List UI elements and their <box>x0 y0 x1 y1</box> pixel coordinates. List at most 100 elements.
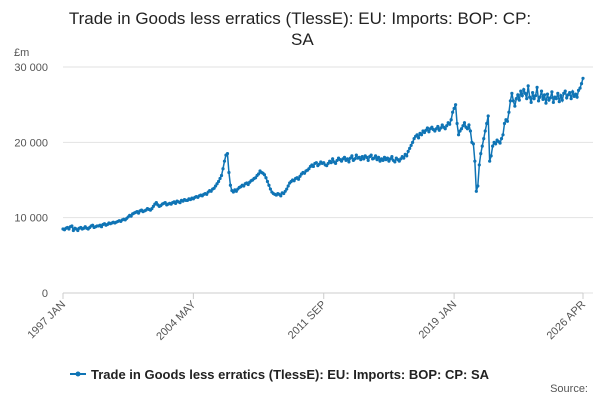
data-point <box>314 161 318 165</box>
data-point <box>246 182 250 187</box>
data-point <box>505 119 510 123</box>
data-point <box>516 93 520 97</box>
data-point <box>264 176 268 180</box>
data-point <box>253 176 258 180</box>
data-point <box>437 128 441 132</box>
data-point <box>477 163 481 167</box>
data-point <box>550 90 554 94</box>
data-point <box>360 155 364 159</box>
data-point <box>571 90 575 94</box>
data-point <box>369 153 373 157</box>
data-point <box>335 158 339 163</box>
data-point <box>406 149 410 153</box>
data-point <box>150 207 154 211</box>
data-point <box>154 201 158 205</box>
data-point <box>544 101 548 105</box>
data-point <box>76 228 80 233</box>
data-point <box>554 97 558 101</box>
data-point <box>331 157 335 161</box>
data-point <box>173 201 178 205</box>
data-point <box>265 179 270 184</box>
data-point <box>451 110 455 114</box>
data-point <box>573 92 578 96</box>
data-point <box>409 143 413 147</box>
data-point <box>359 158 363 162</box>
data-point <box>348 156 353 160</box>
data-point <box>563 89 567 93</box>
data-point <box>538 95 542 99</box>
data-point <box>163 201 167 205</box>
data-point <box>353 157 357 161</box>
data-point <box>357 155 361 159</box>
data-point <box>449 118 453 122</box>
data-point <box>350 154 354 158</box>
data-point <box>151 204 155 208</box>
data-point <box>71 228 75 233</box>
data-point <box>488 159 492 163</box>
data-point <box>382 155 387 159</box>
data-point <box>286 184 290 188</box>
data-point <box>408 146 412 150</box>
data-point <box>458 129 462 133</box>
data-point <box>326 161 330 166</box>
data-point <box>491 144 495 148</box>
x-tick-label: 2019 JAN <box>417 299 460 342</box>
chart-title: Trade in Goods less erratics (TlessE): E… <box>69 9 531 49</box>
data-point <box>489 154 493 158</box>
data-point <box>566 93 570 97</box>
data-point <box>501 133 505 137</box>
data-point <box>411 140 415 144</box>
data-point <box>405 154 409 158</box>
data-point <box>91 223 95 227</box>
data-point <box>439 126 443 130</box>
data-point <box>322 161 326 165</box>
data-point <box>533 94 538 98</box>
data-point <box>375 158 379 162</box>
data-point <box>522 88 526 92</box>
data-point <box>569 97 573 101</box>
data-point <box>526 84 530 88</box>
data-point <box>452 106 456 111</box>
data-point <box>443 127 447 131</box>
data-point <box>282 191 286 196</box>
data-point <box>419 133 424 137</box>
data-point <box>215 182 219 186</box>
data-point <box>415 133 419 137</box>
data-point <box>579 81 584 86</box>
x-tick-label: 1997 JAN <box>25 299 68 342</box>
data-point <box>436 124 440 129</box>
data-point <box>390 155 394 159</box>
data-point <box>565 96 569 100</box>
data-point <box>234 189 238 193</box>
data-point <box>545 92 550 96</box>
data-point <box>216 179 221 184</box>
data-point <box>483 129 487 133</box>
legend-marker <box>75 371 81 377</box>
data-point <box>422 130 427 135</box>
data-point <box>568 91 572 95</box>
legend-label: Trade in Goods less erratics (TlessE): E… <box>91 367 490 382</box>
data-point <box>523 91 527 95</box>
data-point <box>525 97 529 101</box>
y-tick-label: 20 000 <box>14 137 48 149</box>
data-point <box>425 126 430 130</box>
data-point <box>575 95 579 99</box>
data-point <box>508 99 513 103</box>
data-point <box>455 121 459 126</box>
data-point <box>307 167 311 171</box>
data-point <box>329 161 333 165</box>
data-point <box>416 136 421 140</box>
data-point <box>393 160 397 164</box>
data-point <box>581 76 585 80</box>
data-point <box>471 142 475 146</box>
data-point <box>283 189 287 193</box>
x-tick-label: 2004 MAY <box>154 298 199 343</box>
data-point <box>227 170 231 175</box>
data-point <box>397 159 401 163</box>
data-point <box>528 95 532 99</box>
data-point <box>531 91 535 95</box>
data-point <box>362 157 366 161</box>
data-point <box>205 192 209 196</box>
data-point <box>462 121 467 125</box>
